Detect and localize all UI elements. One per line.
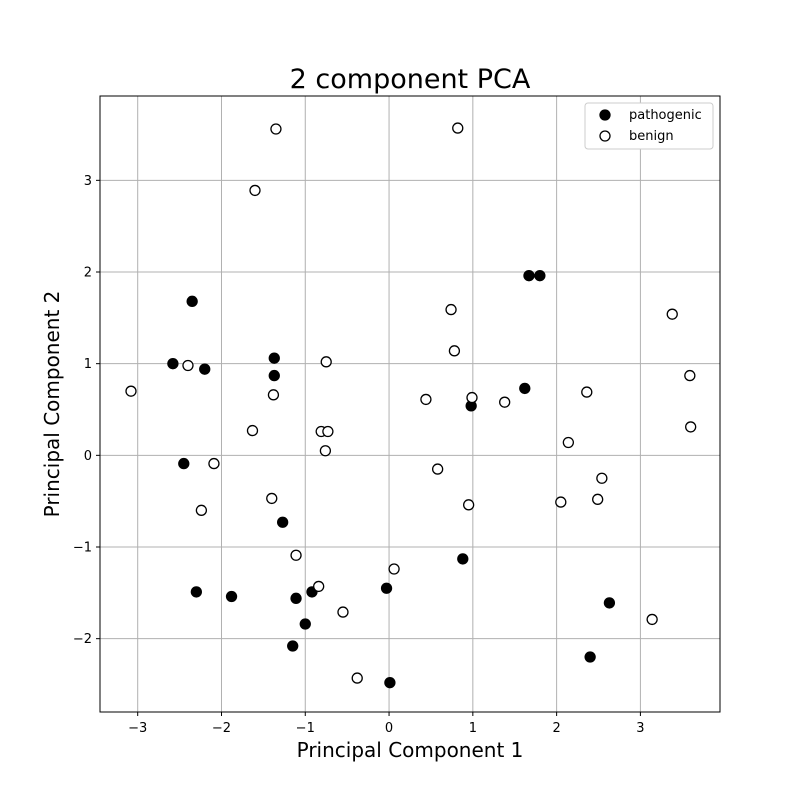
point-benign — [462, 499, 475, 511]
point-pathogenic — [603, 597, 616, 609]
point-benign — [337, 606, 349, 618]
point-benign — [351, 672, 363, 684]
x-tick-label: 3 — [636, 721, 644, 736]
point-pathogenic — [299, 618, 311, 630]
legend-label-benign: benign — [629, 129, 674, 144]
point-benign — [246, 424, 259, 437]
point-pathogenic — [457, 553, 469, 565]
point-pathogenic — [384, 677, 396, 689]
point-pathogenic — [276, 516, 289, 528]
x-tick-label: 0 — [385, 721, 393, 736]
y-tick-label: 1 — [84, 357, 92, 372]
point-benign — [320, 356, 332, 368]
point-benign — [249, 184, 261, 197]
x-tick-label: −1 — [296, 721, 315, 736]
point-pathogenic — [167, 358, 179, 370]
point-benign — [125, 385, 137, 397]
point-benign — [431, 463, 444, 475]
legend-label-pathogenic: pathogenic — [629, 108, 702, 123]
point-pathogenic — [523, 270, 535, 282]
point-benign — [388, 563, 400, 575]
point-benign — [592, 493, 604, 505]
point-benign — [195, 504, 208, 516]
point-benign — [290, 549, 302, 561]
point-benign — [555, 496, 567, 508]
point-benign — [499, 396, 511, 408]
point-benign — [319, 445, 332, 457]
y-tick-label: 3 — [84, 174, 92, 189]
point-benign — [452, 122, 464, 134]
point-pathogenic — [186, 295, 198, 307]
y-tick-label: 2 — [84, 266, 92, 281]
point-benign — [445, 303, 457, 316]
point-benign — [322, 425, 334, 438]
x-tick-label: 1 — [469, 721, 477, 736]
point-pathogenic — [287, 640, 299, 652]
point-pathogenic — [290, 592, 302, 604]
x-axis-label: Principal Component 1 — [297, 738, 524, 762]
grid — [100, 96, 720, 712]
point-benign — [562, 436, 575, 449]
plot-frame — [99, 95, 721, 713]
point-pathogenic — [380, 582, 393, 594]
x-tick-label: 2 — [552, 721, 560, 736]
x-tick-label: −3 — [128, 721, 147, 736]
point-pathogenic — [534, 270, 546, 282]
point-benign — [685, 421, 697, 433]
point-benign — [420, 393, 432, 406]
data-points — [125, 122, 697, 689]
point-benign — [267, 389, 280, 401]
y-tick-label: −1 — [73, 541, 92, 556]
point-benign — [666, 308, 678, 320]
x-tick-label: −2 — [212, 721, 231, 736]
point-benign — [270, 123, 282, 135]
point-benign — [466, 391, 478, 404]
y-tick-label: −2 — [73, 632, 92, 647]
ticks: −3 −2 −1 0 1 2 3 −2 −1 0 1 2 3 — [73, 174, 645, 736]
legend: pathogenic benign — [584, 102, 714, 150]
point-pathogenic — [519, 382, 531, 395]
legend-box — [584, 102, 714, 150]
point-pathogenic — [178, 457, 190, 470]
y-axis-label: Principal Component 2 — [40, 291, 64, 518]
chart-title: 2 component PCA — [290, 64, 531, 95]
point-benign — [684, 369, 696, 382]
point-benign — [646, 613, 658, 626]
point-benign — [596, 472, 608, 484]
legend-marker-benign — [599, 130, 611, 142]
point-benign — [313, 580, 325, 593]
point-pathogenic — [190, 586, 203, 598]
y-tick-label: 0 — [84, 449, 92, 464]
point-pathogenic — [225, 590, 238, 603]
point-benign — [266, 492, 278, 505]
point-benign — [581, 386, 593, 398]
point-pathogenic — [268, 369, 280, 382]
point-pathogenic — [584, 651, 596, 663]
legend-marker-pathogenic — [599, 109, 611, 121]
point-benign — [182, 359, 194, 372]
point-pathogenic — [268, 352, 280, 364]
point-pathogenic — [199, 363, 211, 375]
point-benign — [448, 345, 461, 357]
point-benign — [208, 457, 220, 470]
